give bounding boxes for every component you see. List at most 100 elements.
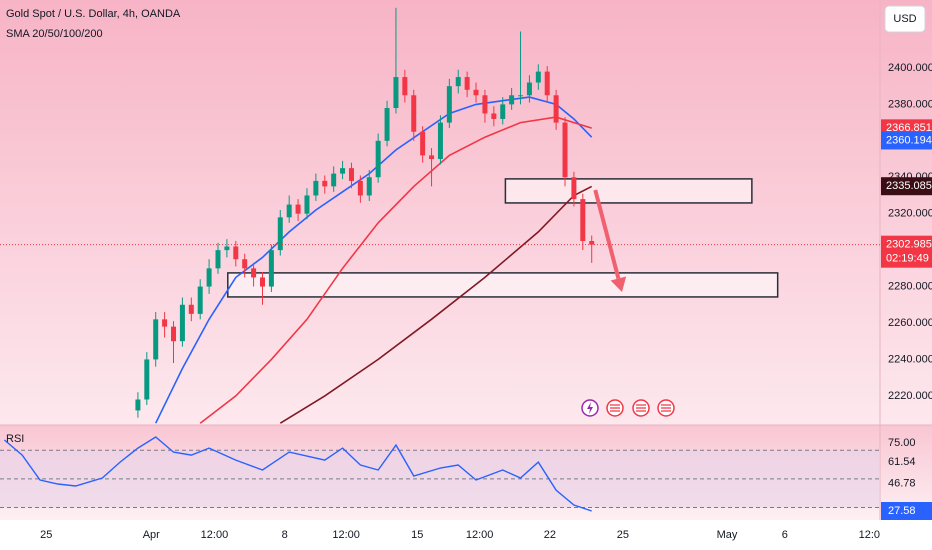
candle-body [455,77,461,87]
candle-body [491,113,497,119]
candle-body [420,131,426,156]
zone [504,178,753,204]
candle-body [518,95,524,97]
price-tag-label: 2302.985 [886,239,932,251]
indicator-label: SMA 20/50/100/200 [6,28,103,40]
y-tick-label: 2320.000 [888,208,932,220]
rsi-band [0,450,880,508]
y-tick-label: 2380.000 [888,98,932,110]
rsi-tick-label: 61.54 [888,456,916,468]
candle-body [268,250,274,287]
candle-body [251,268,257,278]
candle-body [411,95,417,132]
candle-body [402,77,408,96]
candle-body [526,82,532,96]
candle-body [162,319,168,327]
rsi-title: RSI [6,433,24,445]
x-tick-label: 12:00 [466,529,494,541]
candle-body [580,199,586,242]
x-tick-label: 25 [40,529,52,541]
candle-body [393,77,399,109]
y-tick-label: 2280.000 [888,280,932,292]
candle-body [179,304,185,342]
lightning [587,402,593,414]
currency-button[interactable] [884,5,926,33]
candle-body [589,241,595,245]
candle-body [464,77,470,90]
candle-body [500,104,506,119]
x-tick-label: 25 [617,529,629,541]
candle-body [188,304,194,314]
rsi-tag [881,502,932,521]
zone [227,272,779,298]
candle-body [144,359,150,400]
y-tick-label: 2400.000 [888,62,932,74]
sma-line [154,96,593,424]
candle-body [482,95,488,114]
candle-body [331,173,337,187]
candle-body [304,195,310,214]
x-tick-label: 12:00 [201,529,229,541]
x-tick-label: 8 [282,529,288,541]
candle-body [544,71,550,96]
candle-body [357,180,363,196]
candle-body [215,250,221,269]
candle-body [277,217,283,251]
candle-body [224,246,230,251]
rsi-tick-label: 46.78 [888,477,916,489]
arrow-shaft [593,189,621,279]
x-tick-label: 12:00 [332,529,360,541]
candle-body [384,108,390,141]
event-icons [581,399,675,417]
candle-body [135,399,141,411]
candle-body [473,89,479,96]
candle-body [340,168,346,174]
candle-body [153,319,159,360]
arrow-head [610,276,627,293]
candle-body [259,277,265,287]
candle-body [375,140,381,178]
y-tick-label: 2220.000 [888,390,932,402]
price-tag-label: 2360.194 [886,134,932,146]
candle-body [233,246,239,260]
x-tick-label: May [717,529,738,541]
candle-body [535,71,541,83]
x-tick-label: 22 [544,529,556,541]
candle-body [571,177,577,200]
candle-body [509,95,515,105]
candle-body [348,168,354,181]
candle-body [437,122,443,160]
x-tick-label: 6 [782,529,788,541]
candle-body [313,180,319,196]
candle-body [197,286,203,314]
candle-body [171,326,177,342]
candle-body [322,180,328,187]
candle-body [553,95,559,123]
price-tag-label: 2335.085 [886,180,932,192]
price-tag [881,131,932,150]
candle-body [206,268,212,287]
candle-body [366,177,372,196]
price-tag-label: 2366.851 [886,122,932,134]
main-pane [0,0,932,425]
sma-line [279,185,593,424]
price-tag [881,177,932,196]
x-tick-label: 15 [411,529,423,541]
x-tick-label: 12:0 [859,529,880,541]
price-tag [881,235,932,268]
x-tick-label: Apr [143,529,160,541]
sma-line [199,116,592,424]
flag-stripes [610,404,671,412]
chart-title: Gold Spot / U.S. Dollar, 4h, OANDA [6,8,181,20]
y-tick-label: 2260.000 [888,317,932,329]
countdown: 02:19:49 [886,253,929,265]
rsi-line [3,436,592,512]
rsi-tag-label: 27.58 [888,505,916,517]
candle-body [242,259,248,269]
candle-body [295,204,301,214]
currency-label: USD [893,13,916,25]
candle-body [286,204,292,218]
rsi-tick-label: 75.00 [888,437,916,449]
candle-body [562,122,568,178]
